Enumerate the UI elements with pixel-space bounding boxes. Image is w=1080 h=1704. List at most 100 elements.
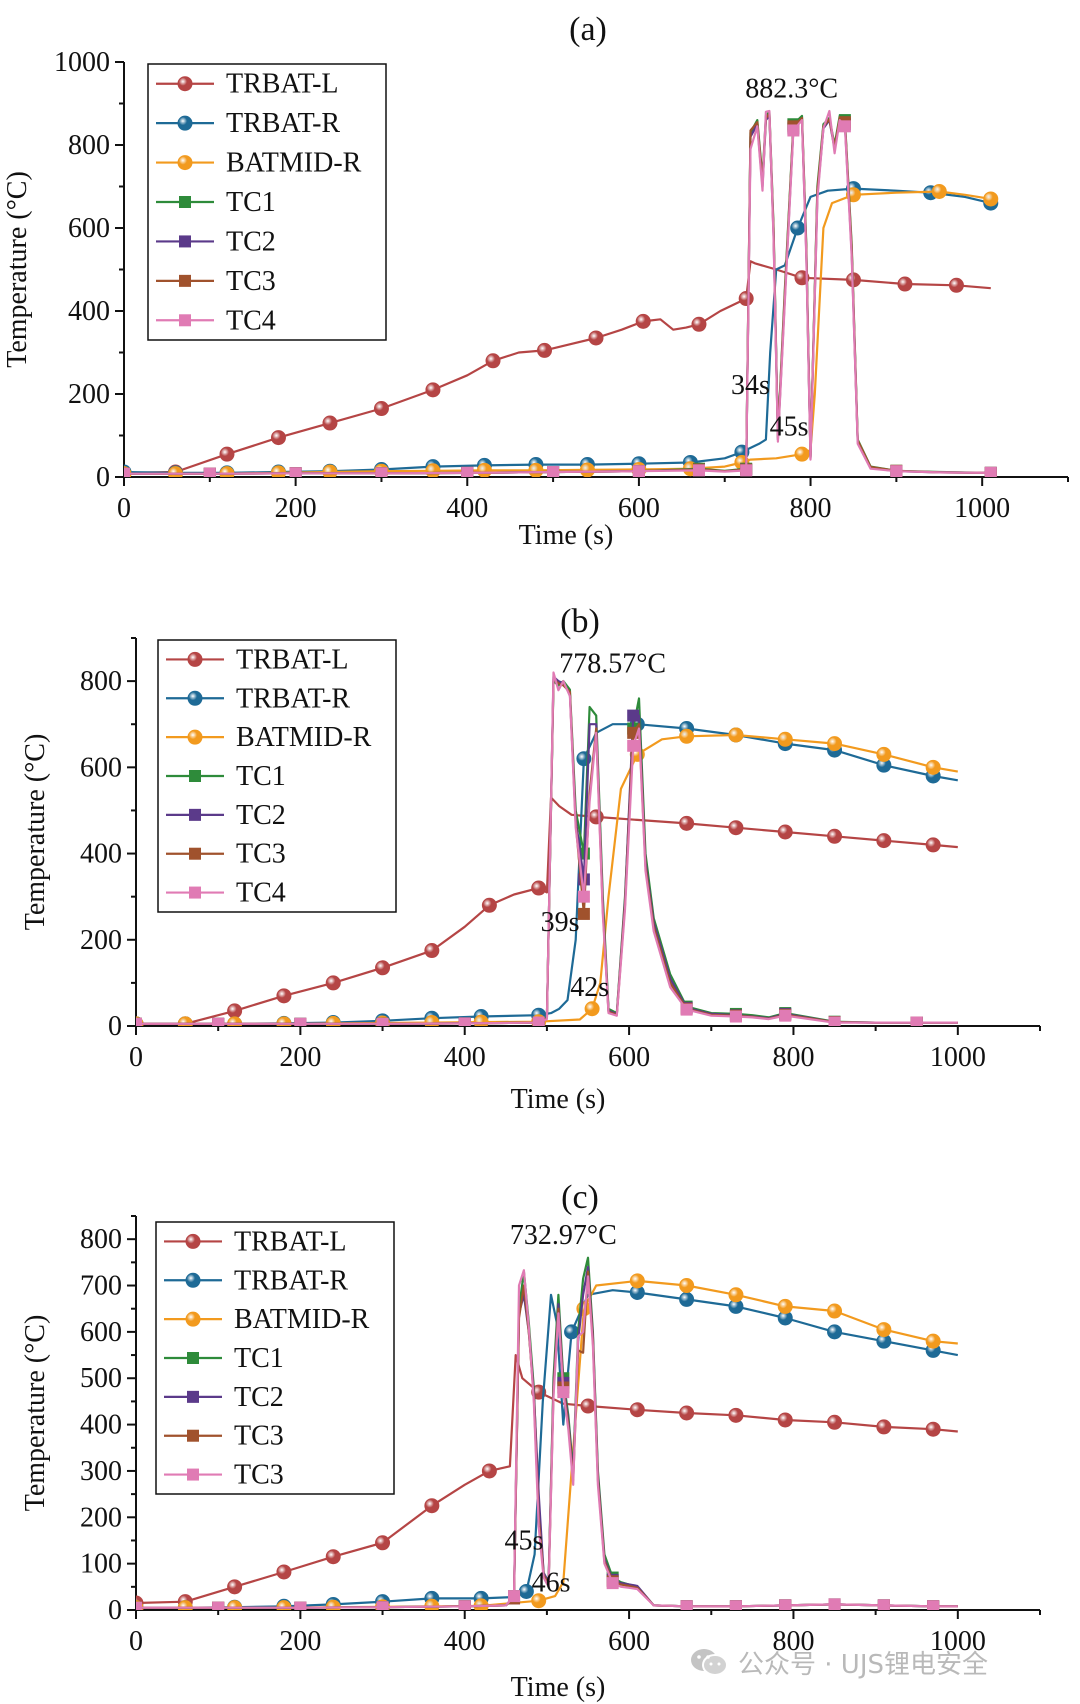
x-tick-label: 0 <box>117 493 131 524</box>
series-line <box>136 796 958 1025</box>
series-tc4 <box>136 671 958 1026</box>
data-point <box>691 316 707 332</box>
data-point <box>925 1333 941 1349</box>
legend-marker <box>179 196 191 208</box>
data-point <box>827 828 843 844</box>
data-point <box>740 464 753 477</box>
legend-marker <box>177 115 193 131</box>
y-tick-label: 400 <box>80 1410 122 1441</box>
data-point <box>728 1287 744 1303</box>
data-point <box>577 890 590 903</box>
y-tick-label: 400 <box>68 296 110 327</box>
data-point <box>322 464 338 477</box>
data-point <box>876 1322 892 1338</box>
series-line <box>124 109 991 475</box>
data-point <box>588 330 604 346</box>
legend-marker <box>187 729 203 745</box>
legend-entry: TC3 <box>236 839 286 870</box>
series-tc4 <box>124 109 997 477</box>
y-axis-label: Temperature (°C) <box>2 171 33 368</box>
legend-marker <box>187 1468 199 1481</box>
data-point <box>425 382 441 398</box>
y-tick-label: 600 <box>68 213 110 244</box>
data-point <box>294 1601 307 1610</box>
y-axis-label: Temperature (°C) <box>20 1315 51 1512</box>
data-point <box>476 462 492 477</box>
legend-entry: TC2 <box>234 1382 284 1413</box>
legend-marker <box>187 651 203 667</box>
data-point <box>910 1016 923 1026</box>
data-point <box>679 1291 695 1307</box>
legend-marker <box>185 1311 201 1327</box>
data-point <box>790 220 806 236</box>
legend-entry: TRBAT-R <box>236 683 350 714</box>
data-point <box>564 1324 580 1340</box>
data-point <box>531 1593 547 1609</box>
legend-entry: TC1 <box>234 1343 284 1374</box>
data-point <box>787 124 800 137</box>
data-point <box>557 1386 570 1399</box>
data-point <box>276 1564 292 1580</box>
legend-entry: TRBAT-L <box>236 644 349 675</box>
data-point <box>738 291 754 307</box>
panel-label: (c) <box>561 1179 599 1216</box>
x-tick-label: 200 <box>279 1626 321 1657</box>
data-point <box>485 353 501 369</box>
legend-marker <box>179 274 191 287</box>
x-tick-label: 600 <box>618 493 660 524</box>
panel-label: (b) <box>560 603 600 640</box>
data-point <box>728 1407 744 1423</box>
data-point <box>794 270 810 286</box>
y-tick-label: 0 <box>96 462 110 493</box>
data-point <box>728 820 744 836</box>
data-point <box>794 446 810 462</box>
annotation: 46s <box>532 1567 571 1598</box>
x-tick-label: 200 <box>275 493 317 524</box>
data-point <box>203 467 216 477</box>
data-point <box>679 815 695 831</box>
data-point <box>606 1577 619 1590</box>
data-point <box>481 1463 497 1479</box>
x-tick-label: 800 <box>772 1042 814 1073</box>
data-point <box>376 1017 389 1026</box>
data-point <box>876 1419 892 1435</box>
data-point <box>528 462 544 477</box>
data-point <box>692 464 705 477</box>
data-point <box>376 1601 389 1610</box>
data-point <box>632 465 645 477</box>
chart-panel-1: (b) 0 200 400 600 800 1000 0 200 400 600 800 Time (s… <box>20 603 1041 1115</box>
data-point <box>276 988 292 1004</box>
legend-marker <box>185 1233 201 1249</box>
data-point <box>983 191 999 207</box>
legend-marker <box>189 770 201 782</box>
data-point <box>584 1001 600 1017</box>
legend-entry: TRBAT-L <box>234 1226 347 1257</box>
y-tick-label: 200 <box>80 1502 122 1533</box>
legend-marker <box>187 1352 199 1364</box>
y-tick-label: 0 <box>108 1011 122 1042</box>
x-axis-label: Time (s) <box>511 1084 606 1115</box>
panel-label: (a) <box>569 11 607 48</box>
legend-marker <box>189 808 201 821</box>
data-point <box>579 462 595 477</box>
legend-entry: TRBAT-R <box>226 108 340 139</box>
legend-entry: BATMID-R <box>226 148 362 179</box>
x-tick-label: 600 <box>608 1042 650 1073</box>
data-point <box>270 430 286 446</box>
data-point <box>827 1414 843 1430</box>
annotation: 45s <box>504 1526 543 1557</box>
data-point <box>828 1598 841 1610</box>
y-tick-label: 600 <box>80 1317 122 1348</box>
data-point <box>827 1324 843 1340</box>
legend-marker <box>187 690 203 706</box>
y-tick-label: 0 <box>108 1595 122 1626</box>
x-tick-label: 400 <box>444 1626 486 1657</box>
data-point <box>373 401 389 417</box>
data-point <box>897 276 913 292</box>
legend-marker <box>179 235 191 248</box>
data-point <box>948 277 964 293</box>
legend-entry: TRBAT-R <box>234 1265 348 1296</box>
data-point <box>925 837 941 853</box>
annotation: 882.3°C <box>745 73 838 104</box>
data-point <box>827 1303 843 1319</box>
